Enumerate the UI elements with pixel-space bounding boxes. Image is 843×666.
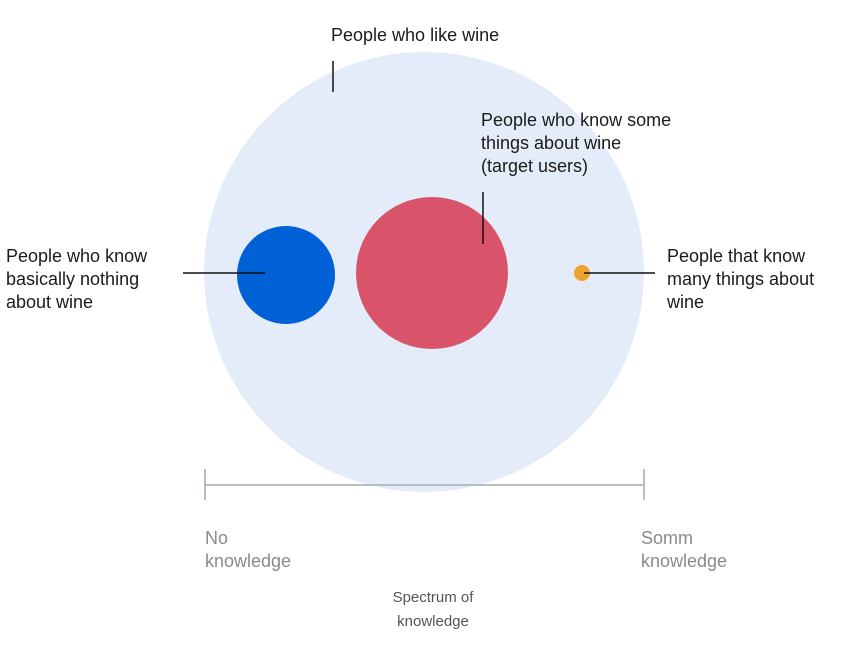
target-users-circle (356, 197, 508, 349)
novice-label-line-1: People who know (6, 246, 148, 266)
like-wine-label-text: People who like wine (331, 25, 500, 45)
novice-circle (237, 226, 335, 324)
target-users-label-line-1: People who know some (481, 110, 672, 130)
axis-left-label: No knowledge (205, 527, 291, 573)
axis-left-label-line-2: knowledge (205, 551, 292, 571)
expert-label-line-2: many things about (667, 269, 815, 289)
axis-right-label: Somm knowledge (641, 527, 727, 573)
target-users-label-line-3: (target users) (481, 156, 589, 176)
knowledge-spectrum-axis (204, 469, 645, 500)
novice-label-line-3: about wine (6, 292, 94, 312)
expert-circle (574, 265, 590, 281)
expert-label-line-3: wine (667, 292, 705, 312)
novice-label: People who know basically nothing about … (6, 245, 147, 314)
axis-caption-line-2: knowledge (397, 613, 469, 630)
target-users-label-line-2: things about wine (481, 133, 622, 153)
axis-caption-line-1: Spectrum of (392, 589, 474, 606)
axis-right-label-line-2: knowledge (641, 551, 728, 571)
expert-label-line-1: People that know (667, 246, 806, 266)
people-who-like-wine-label: People who like wine (331, 24, 499, 47)
target-users-label: People who know some things about wine (… (481, 109, 671, 178)
expert-label: People that know many things about wine (667, 245, 814, 314)
novice-label-line-2: basically nothing (6, 269, 140, 289)
axis-left-label-line-1: No (205, 528, 229, 548)
axis-right-label-line-1: Somm (641, 528, 694, 548)
axis-caption: Spectrum of knowledge (343, 586, 523, 634)
